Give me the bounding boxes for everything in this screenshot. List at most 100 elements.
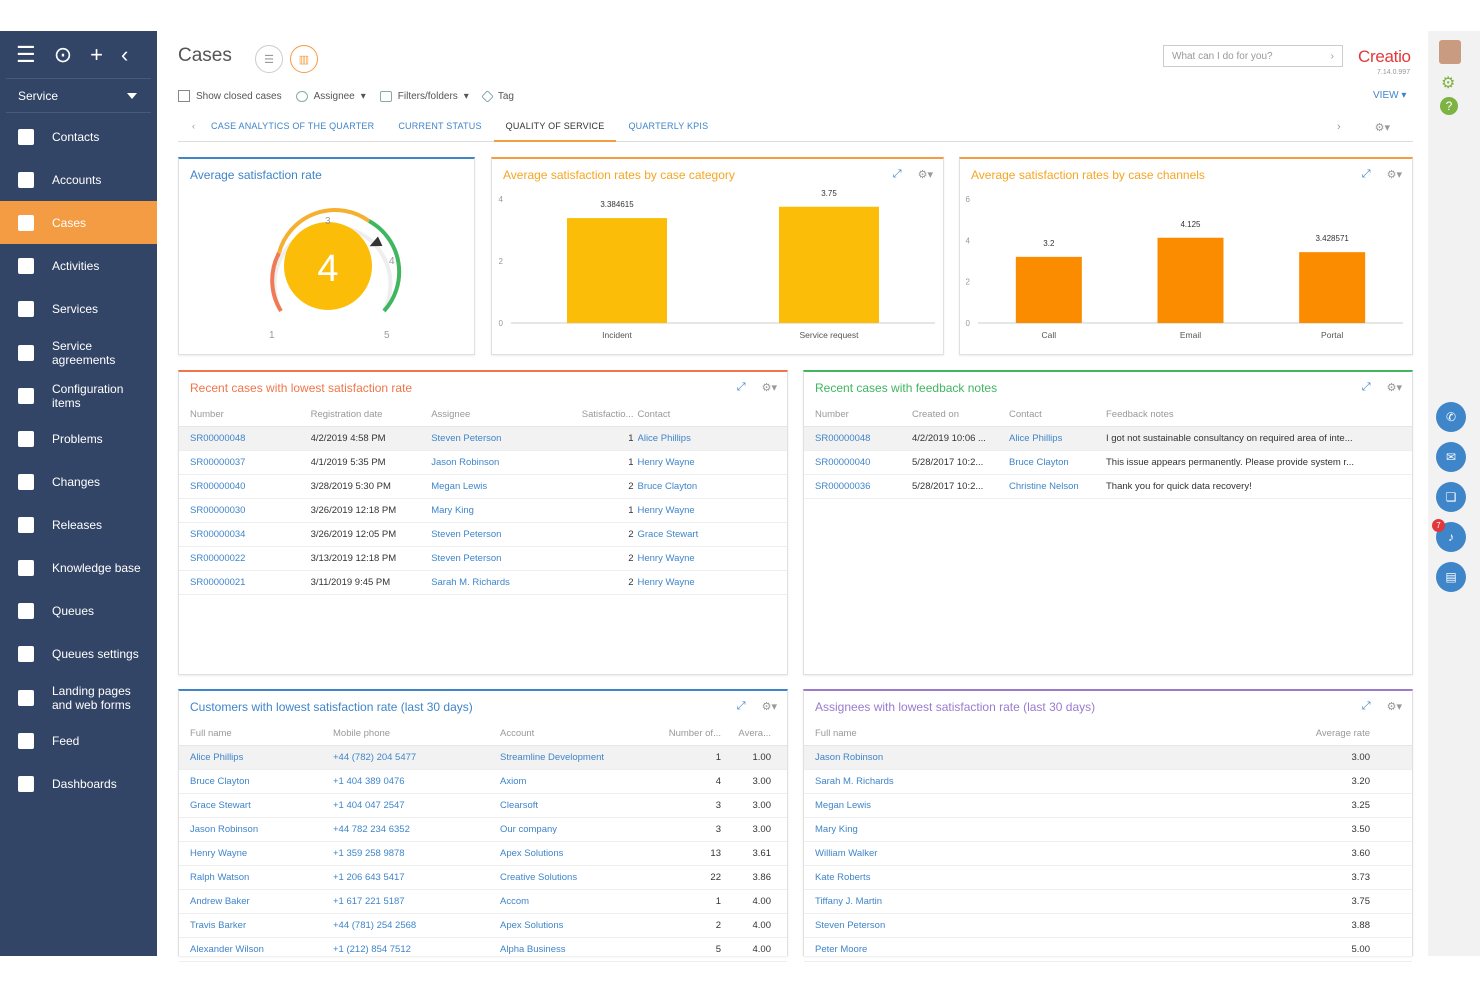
table-row[interactable]: William Walker 3.60 xyxy=(804,842,1412,866)
sidebar-item-feed[interactable]: Feed xyxy=(0,719,157,762)
table-cell[interactable]: +1 (212) 854 7512 xyxy=(333,944,411,955)
column-header[interactable]: Full name xyxy=(815,728,857,739)
column-header[interactable]: Contact xyxy=(637,409,671,420)
gear-icon[interactable]: ⚙▾ xyxy=(761,382,777,394)
bar[interactable] xyxy=(779,206,879,323)
table-cell[interactable]: Apex Solutions xyxy=(500,848,564,859)
tab-quarterly-kpis[interactable]: QUARTERLY KPIS xyxy=(628,121,709,131)
table-cell[interactable]: Sarah M. Richards xyxy=(431,577,510,588)
table-row[interactable]: SR00000040 5/28/2017 10:2... Bruce Clayton… xyxy=(804,451,1412,475)
table-cell[interactable]: +1 617 221 5187 xyxy=(333,896,405,907)
sidebar-item-activities[interactable]: Activities xyxy=(0,244,157,287)
menu-icon[interactable]: ☰ xyxy=(16,41,36,67)
table-cell[interactable]: Ralph Watson xyxy=(190,872,250,883)
table-cell[interactable]: SR00000034 xyxy=(190,529,246,540)
table-cell[interactable]: Megan Lewis xyxy=(431,481,488,492)
play-icon[interactable]: ⊙ xyxy=(53,41,73,67)
table-cell[interactable]: Alice Phillips xyxy=(190,752,244,763)
column-header[interactable]: Average rate xyxy=(1315,728,1370,739)
column-header[interactable]: Avera... xyxy=(738,728,771,739)
table-cell[interactable]: +1 359 258 9878 xyxy=(333,848,405,859)
sidebar-item-landing-pages-and-web-forms[interactable]: Landing pages and web forms xyxy=(0,676,157,719)
gear-icon[interactable]: ⚙▾ xyxy=(1374,122,1391,134)
expand-icon[interactable]: ⤢ xyxy=(1361,700,1371,712)
column-header[interactable]: Mobile phone xyxy=(333,728,391,739)
table-cell[interactable]: SR00000040 xyxy=(190,481,246,492)
table-row[interactable]: SR00000040 3/28/2019 5:30 PM Megan Lewis 2 B… xyxy=(179,475,787,499)
filters-folders-button[interactable]: Filters/folders xyxy=(397,90,458,102)
analytics-view-button[interactable]: ▥ xyxy=(290,45,318,73)
table-cell[interactable]: Grace Stewart xyxy=(637,529,699,540)
chat-icon[interactable]: ❏ xyxy=(1436,482,1466,512)
column-header[interactable]: Created on xyxy=(912,409,960,420)
help-icon[interactable]: ? xyxy=(1440,97,1458,115)
column-header[interactable]: Full name xyxy=(190,728,232,739)
table-cell[interactable]: SR00000036 xyxy=(815,481,871,492)
table-cell[interactable]: Christine Nelson xyxy=(1009,481,1079,492)
sidebar-item-knowledge-base[interactable]: Knowledge base xyxy=(0,546,157,589)
table-row[interactable]: Grace Stewart +1 404 047 2547 Clearsoft 3 3.… xyxy=(179,794,787,818)
table-cell[interactable]: Andrew Baker xyxy=(190,896,250,907)
tab-quality-of-service[interactable]: QUALITY OF SERVICE xyxy=(493,115,617,142)
table-row[interactable]: SR00000036 5/28/2017 10:2... Christine Nel… xyxy=(804,475,1412,499)
table-cell[interactable]: Alice Phillips xyxy=(637,433,691,444)
table-cell[interactable]: Alexander Wilson xyxy=(190,944,264,955)
expand-icon[interactable]: ⤢ xyxy=(1361,381,1371,393)
table-row[interactable]: Megan Lewis 3.25 xyxy=(804,794,1412,818)
table-cell[interactable]: Sarah M. Richards xyxy=(815,776,894,787)
sidebar-item-services[interactable]: Services xyxy=(0,287,157,330)
table-row[interactable]: SR00000034 3/26/2019 12:05 PM Steven Peter… xyxy=(179,523,787,547)
table-cell[interactable]: Kate Roberts xyxy=(815,872,871,883)
table-cell[interactable]: +1 404 047 2547 xyxy=(333,800,405,811)
column-header[interactable]: Number of... xyxy=(668,728,721,739)
table-cell[interactable]: Bruce Clayton xyxy=(190,776,250,787)
table-cell[interactable]: +44 (782) 204 5477 xyxy=(333,752,417,763)
bar[interactable] xyxy=(1299,252,1366,323)
table-cell[interactable]: Clearsoft xyxy=(500,800,539,811)
column-header[interactable]: Feedback notes xyxy=(1106,409,1174,420)
expand-icon[interactable]: ⤢ xyxy=(1361,168,1371,180)
table-cell[interactable]: +1 206 643 5417 xyxy=(333,872,405,883)
table-cell[interactable]: Mary King xyxy=(815,824,858,835)
table-cell[interactable]: Alice Phillips xyxy=(1009,433,1063,444)
column-header[interactable]: Number xyxy=(815,409,849,420)
table-row[interactable]: Mary King 3.50 xyxy=(804,818,1412,842)
gear-icon[interactable]: ⚙ xyxy=(1441,75,1456,92)
table-row[interactable]: Tiffany J. Martin 3.75 xyxy=(804,890,1412,914)
bar[interactable] xyxy=(567,218,667,323)
table-cell[interactable]: Mary King xyxy=(431,505,474,516)
table-cell[interactable]: Bruce Clayton xyxy=(637,481,698,492)
sidebar-item-dashboards[interactable]: Dashboards xyxy=(0,762,157,805)
bar[interactable] xyxy=(1015,256,1082,323)
sidebar-item-accounts[interactable]: Accounts xyxy=(0,158,157,201)
list-view-button[interactable]: ☰ xyxy=(255,45,283,73)
sidebar-item-contacts[interactable]: Contacts xyxy=(0,115,157,158)
table-cell[interactable]: Bruce Clayton xyxy=(1009,457,1069,468)
gear-icon[interactable]: ⚙▾ xyxy=(917,169,933,181)
table-row[interactable]: Peter Moore 5.00 xyxy=(804,938,1412,962)
table-cell[interactable]: Apex Solutions xyxy=(500,920,564,931)
table-cell[interactable]: SR00000021 xyxy=(190,577,246,588)
table-row[interactable]: Steven Peterson 3.88 xyxy=(804,914,1412,938)
email-icon[interactable]: ✉ xyxy=(1436,442,1466,472)
table-cell[interactable]: SR00000037 xyxy=(190,457,246,468)
column-header[interactable]: Satisfactio... xyxy=(581,409,634,420)
gear-icon[interactable]: ⚙▾ xyxy=(761,701,777,713)
bar[interactable] xyxy=(1157,237,1224,323)
feed-icon[interactable]: ▤ xyxy=(1436,562,1466,592)
expand-icon[interactable]: ⤢ xyxy=(736,381,746,393)
table-cell[interactable]: Jason Robinson xyxy=(190,824,259,835)
collapse-icon[interactable]: ‹ xyxy=(121,41,129,67)
column-header[interactable]: Assignee xyxy=(431,409,471,420)
column-header[interactable]: Number xyxy=(190,409,224,420)
table-cell[interactable]: SR00000040 xyxy=(815,457,871,468)
table-cell[interactable]: SR00000048 xyxy=(815,433,871,444)
column-header[interactable]: Account xyxy=(500,728,535,739)
table-cell[interactable]: William Walker xyxy=(815,848,878,859)
sidebar-item-service-agreements[interactable]: Service agreements xyxy=(0,331,157,374)
avatar[interactable] xyxy=(1439,40,1461,64)
table-cell[interactable]: +44 782 234 6352 xyxy=(333,824,410,835)
chevron-left-icon[interactable]: ‹ xyxy=(192,121,195,131)
table-cell[interactable]: Henry Wayne xyxy=(637,457,695,468)
table-cell[interactable]: Steven Peterson xyxy=(431,433,502,444)
